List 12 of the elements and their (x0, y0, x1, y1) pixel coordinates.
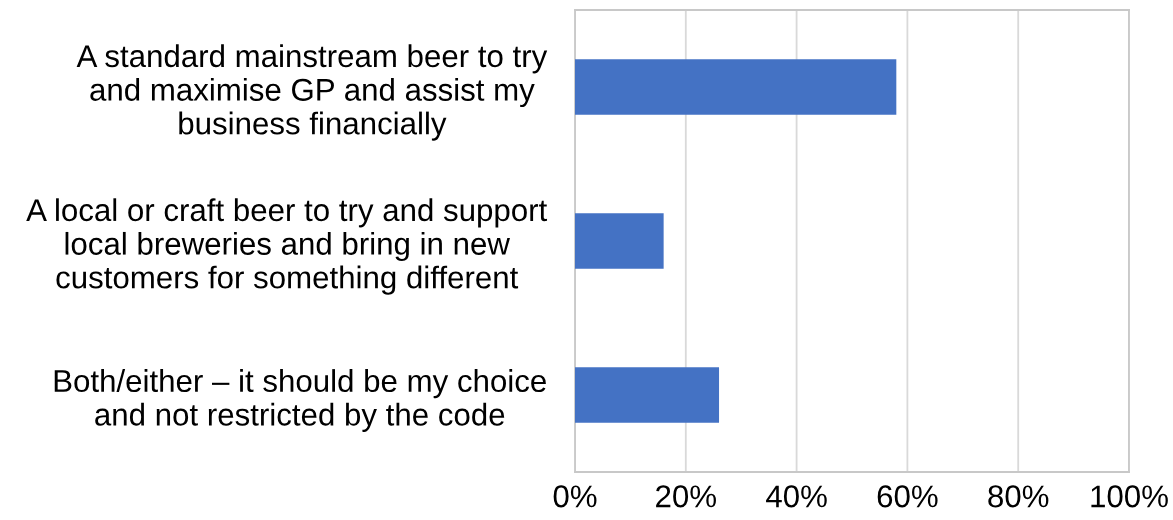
x-tick-label: 40% (766, 485, 827, 508)
x-tick-label: 100% (1091, 485, 1168, 508)
x-tick-label: 0% (553, 485, 597, 508)
x-tick-label: 20% (656, 485, 716, 508)
x-tick-label: 60% (877, 485, 938, 508)
y-tick-label: A standard mainstream beer to try and maximise GP and assist my business financially (76, 44, 548, 141)
y-tick-label: Both/either – it should be my choice and not restricted by the code (54, 369, 546, 432)
x-tick-label: 80% (988, 485, 1049, 508)
bar (575, 213, 664, 269)
bar (575, 367, 720, 423)
bar (575, 59, 897, 115)
y-tick-label: A local or craft beer to try and support local breweries and bring in new customers for something different (26, 198, 548, 295)
